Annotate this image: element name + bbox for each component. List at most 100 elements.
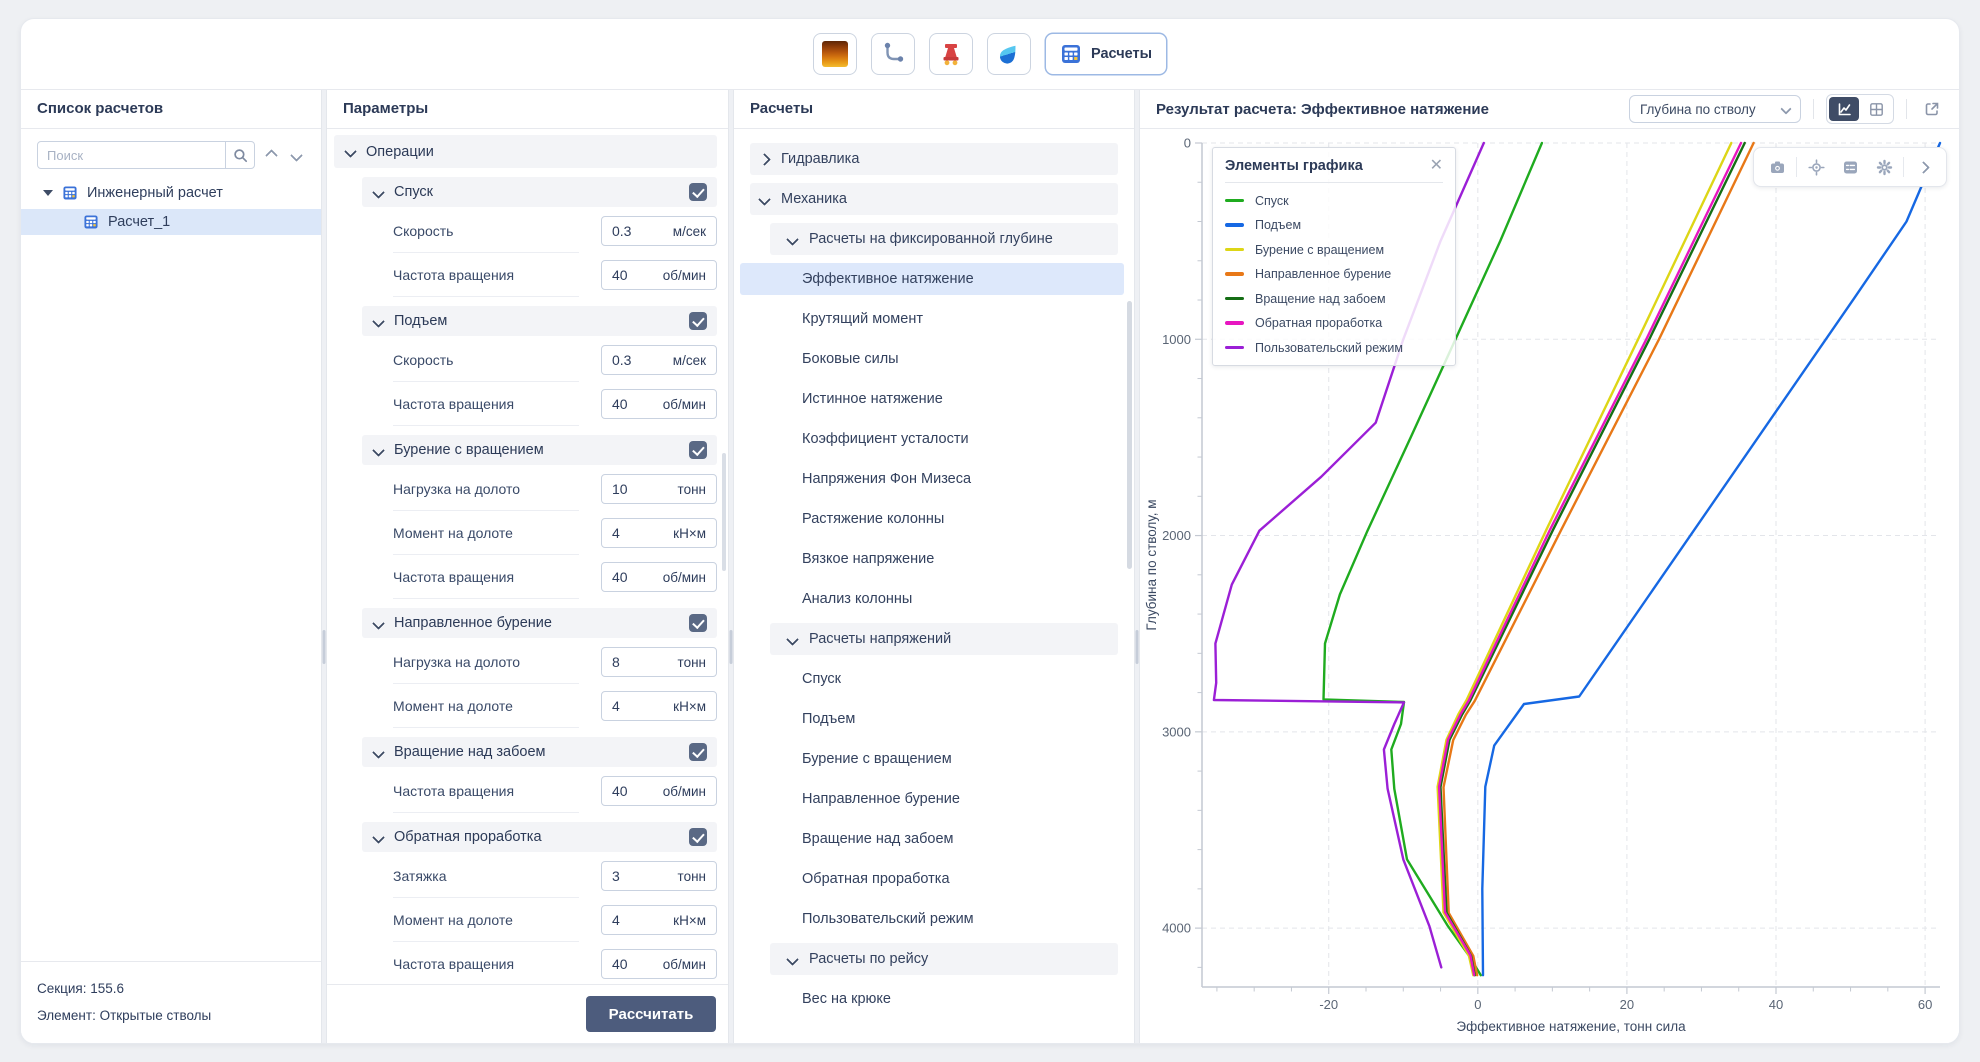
gear-icon	[1876, 159, 1892, 175]
operation-checkbox[interactable]	[689, 441, 707, 459]
calc-tree-item[interactable]: Крутящий момент	[740, 303, 1124, 335]
calculate-button[interactable]: Рассчитать	[586, 996, 716, 1032]
parameter-input[interactable]: 40 об/мин	[601, 776, 717, 806]
parameter-input[interactable]: 0.3 м/сек	[601, 345, 717, 375]
calc-tree-item[interactable]: Вес на крюке	[740, 983, 1124, 1015]
toolbar-expand-button[interactable]	[1906, 155, 1940, 179]
parameter-row: Нагрузка на долото 10 тонн	[327, 467, 728, 511]
calc-tree-group[interactable]: Расчеты по рейсу	[770, 943, 1118, 975]
calc-tree-item[interactable]: Вязкое напряжение	[740, 543, 1124, 575]
legend-item[interactable]: Бурение с вращением	[1225, 243, 1443, 257]
legend-item[interactable]: Обратная проработка	[1225, 316, 1443, 330]
calc-tree-group[interactable]: Расчеты напряжений	[770, 623, 1118, 655]
panel-splitter[interactable]	[321, 90, 327, 1043]
operations-group-header[interactable]: Операции	[334, 135, 717, 168]
legend-item[interactable]: Пользовательский режим	[1225, 341, 1443, 355]
lithology-button[interactable]	[812, 33, 857, 75]
calc-tree-item[interactable]: Коэффициент усталости	[740, 423, 1124, 455]
calculations-tab-button[interactable]: Расчеты	[1044, 33, 1167, 75]
legend-swatch-icon	[1225, 223, 1244, 227]
parameter-input[interactable]: 40 об/мин	[601, 949, 717, 979]
parameter-input[interactable]: 4 кН×м	[601, 518, 717, 548]
parameter-input[interactable]: 4 кН×м	[601, 691, 717, 721]
workspace: Список расчетов Поиск	[21, 90, 1959, 1043]
calc-tree-label: Механика	[781, 191, 847, 207]
calc-tree-group[interactable]: Механика	[750, 183, 1118, 215]
parameter-input[interactable]: 3 тонн	[601, 861, 717, 891]
legend-item[interactable]: Направленное бурение	[1225, 267, 1443, 281]
calc-tree-group[interactable]: Гидравлика	[750, 143, 1118, 175]
parameter-input[interactable]: 40 об/мин	[601, 260, 717, 290]
parameter-input[interactable]: 0.3 м/сек	[601, 216, 717, 246]
parameter-value: 4	[612, 698, 620, 714]
calc-tree-item[interactable]: Растяжение колонны	[740, 503, 1124, 535]
calc-list-panel: Список расчетов Поиск	[21, 90, 321, 1043]
search-button[interactable]	[225, 142, 254, 168]
search-input[interactable]: Поиск	[37, 141, 255, 169]
calc-tree-item[interactable]: Вращение над забоем	[740, 823, 1124, 855]
parameter-input[interactable]: 8 тонн	[601, 647, 717, 677]
depth-axis-select[interactable]: Глубина по стволу	[1629, 95, 1801, 123]
result-chart[interactable]: -20 0 20 40 60 0 1000 2000 3000 4000 Эффективное н…	[1140, 129, 1959, 1039]
tree-item-engineering-calc[interactable]: Инженерный расчет	[21, 181, 321, 205]
search-prev-button[interactable]	[262, 146, 280, 164]
operation-section-header[interactable]: Спуск	[362, 177, 717, 207]
calc-tree-item[interactable]: Спуск	[740, 663, 1124, 695]
operation-section-header[interactable]: Бурение с вращением	[362, 435, 717, 465]
fluids-button[interactable]	[986, 33, 1031, 75]
operation-checkbox[interactable]	[689, 828, 707, 846]
calc-tree-item[interactable]: Эффективное натяжение	[740, 263, 1124, 295]
calc-tree-item[interactable]: Боковые силы	[740, 343, 1124, 375]
calc-tree-item[interactable]: Направленное бурение	[740, 783, 1124, 815]
parameter-input[interactable]: 40 об/мин	[601, 562, 717, 592]
snapshot-button[interactable]	[1760, 155, 1794, 179]
operations-group-label: Операции	[366, 143, 434, 160]
parameter-value: 4	[612, 525, 620, 541]
legend-label: Пользовательский режим	[1255, 340, 1403, 355]
calculations-scrollbar[interactable]	[1127, 301, 1132, 569]
legend-item[interactable]: Вращение над забоем	[1225, 292, 1443, 306]
parameter-value: 40	[612, 267, 628, 283]
legend-label: Вращение над забоем	[1255, 291, 1386, 306]
operation-section-header[interactable]: Направленное бурение	[362, 608, 717, 638]
operation-checkbox[interactable]	[689, 743, 707, 761]
operation-checkbox[interactable]	[689, 312, 707, 330]
chart-options-button[interactable]	[1833, 155, 1867, 179]
parameter-unit: об/мин	[662, 267, 706, 283]
calc-tree-item[interactable]: Напряжения Фон Мизеса	[740, 463, 1124, 495]
calc-tree-item[interactable]: Истинное натяжение	[740, 383, 1124, 415]
parameter-input[interactable]: 4 кН×м	[601, 905, 717, 935]
parameter-input[interactable]: 40 об/мин	[601, 389, 717, 419]
calc-tree-item[interactable]: Пользовательский режим	[740, 903, 1124, 935]
parameters-scrollbar[interactable]	[722, 453, 726, 571]
chart-view-button[interactable]	[1829, 97, 1859, 121]
calc-tree-item[interactable]: Подъем	[740, 703, 1124, 735]
panel-splitter[interactable]	[1134, 90, 1140, 1043]
caret-down-icon[interactable]	[43, 190, 53, 196]
operation-section-header[interactable]: Подъем	[362, 306, 717, 336]
panel-splitter[interactable]	[728, 90, 734, 1043]
parameter-input[interactable]: 10 тонн	[601, 474, 717, 504]
legend-close-icon[interactable]: ✕	[1429, 157, 1443, 174]
legend-item[interactable]: Подъем	[1225, 218, 1443, 232]
trajectory-button[interactable]	[870, 33, 915, 75]
calc-tree-item[interactable]: Анализ колонны	[740, 583, 1124, 615]
operation-section-header[interactable]: Вращение над забоем	[362, 737, 717, 767]
open-external-button[interactable]	[1919, 96, 1945, 122]
tree-item-calc-1[interactable]: Расчет_1	[21, 209, 321, 235]
calc-tree-group[interactable]: Расчеты на фиксированной глубине	[770, 223, 1118, 255]
operation-checkbox[interactable]	[689, 183, 707, 201]
reset-view-button[interactable]	[1799, 155, 1833, 179]
calc-tree-item[interactable]: Обратная проработка	[740, 863, 1124, 895]
wellhead-button[interactable]	[928, 33, 973, 75]
search-next-button[interactable]	[287, 146, 305, 164]
parameter-value: 3	[612, 868, 620, 884]
chart-settings-button[interactable]	[1867, 155, 1901, 179]
table-view-button[interactable]	[1861, 97, 1891, 121]
calc-tree-item[interactable]: Бурение с вращением	[740, 743, 1124, 775]
operation-section-header[interactable]: Обратная проработка	[362, 822, 717, 852]
legend-item[interactable]: Спуск	[1225, 194, 1443, 208]
operation-checkbox[interactable]	[689, 614, 707, 632]
y-tick-label: 2000	[1162, 528, 1191, 543]
chevron-down-icon	[344, 145, 357, 158]
